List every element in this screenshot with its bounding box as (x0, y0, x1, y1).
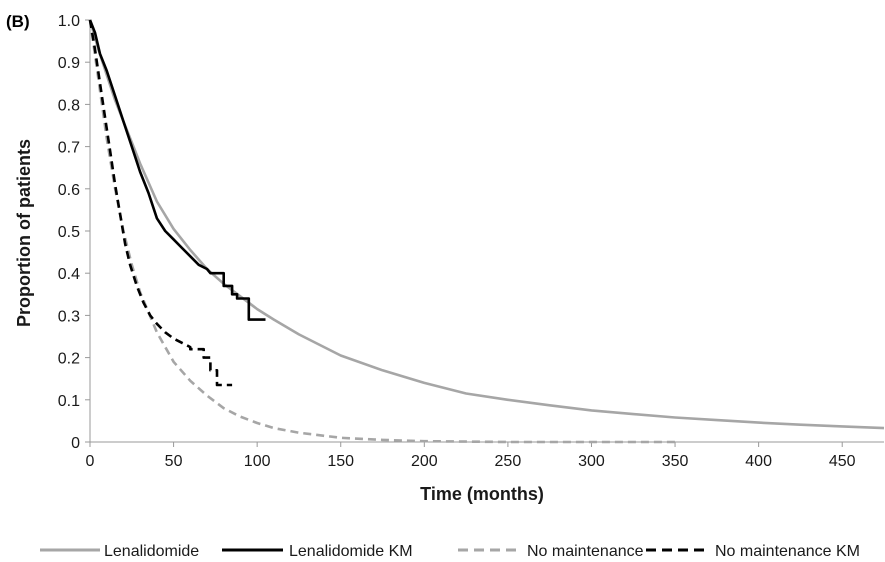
y-tick-label: 0.1 (58, 393, 80, 410)
x-tick-label: 0 (86, 453, 95, 470)
x-axis-title: Time (months) (420, 484, 544, 504)
y-tick-label: 0.4 (58, 266, 80, 283)
series-layer (88, 19, 885, 444)
x-tick-label: 150 (327, 453, 354, 470)
y-tick-label: 0 (71, 435, 80, 452)
y-tick-label: 0.5 (58, 224, 80, 241)
y-tick-label: 0.9 (58, 55, 80, 72)
y-tick-label: 0.8 (58, 97, 80, 114)
y-tick-label: 0.3 (58, 308, 80, 325)
x-tick-label: 50 (165, 453, 183, 470)
series-line-no-maintenance-km (88, 19, 233, 387)
x-tick-label: 250 (495, 453, 522, 470)
y-axis-ticks: 0 0.1 0.2 0.3 0.4 0.5 0.6 0.7 0.8 0.9 1.0 (58, 13, 90, 452)
legend-label-no-maintenance-km: No maintenance KM (715, 543, 860, 560)
x-tick-label: 300 (578, 453, 605, 470)
y-tick-label: 0.6 (58, 182, 80, 199)
legend-label-lenalidomide-km: Lenalidomide KM (289, 543, 413, 560)
x-tick-label: 350 (662, 453, 689, 470)
legend-label-lenalidomide: Lenalidomide (104, 543, 199, 560)
x-tick-label: 200 (411, 453, 438, 470)
series-line-lenalidomide-km (88, 19, 266, 321)
legend: Lenalidomide Lenalidomide KM No maintenanc… (40, 543, 860, 560)
x-axis-ticks: 0 50 100 150 200 250 300 350 400 450 (86, 442, 856, 470)
y-tick-label: 1.0 (58, 13, 80, 30)
panel-label: (B) (6, 12, 30, 31)
y-axis-title: Proportion of patients (14, 139, 34, 327)
y-tick-label: 0.2 (58, 351, 80, 368)
y-tick-label: 0.7 (58, 140, 80, 157)
x-tick-label: 100 (244, 453, 271, 470)
x-tick-label: 450 (829, 453, 856, 470)
series-line-no-maintenance (88, 19, 676, 444)
legend-label-no-maintenance: No maintenance (527, 543, 644, 560)
x-tick-label: 400 (745, 453, 772, 470)
